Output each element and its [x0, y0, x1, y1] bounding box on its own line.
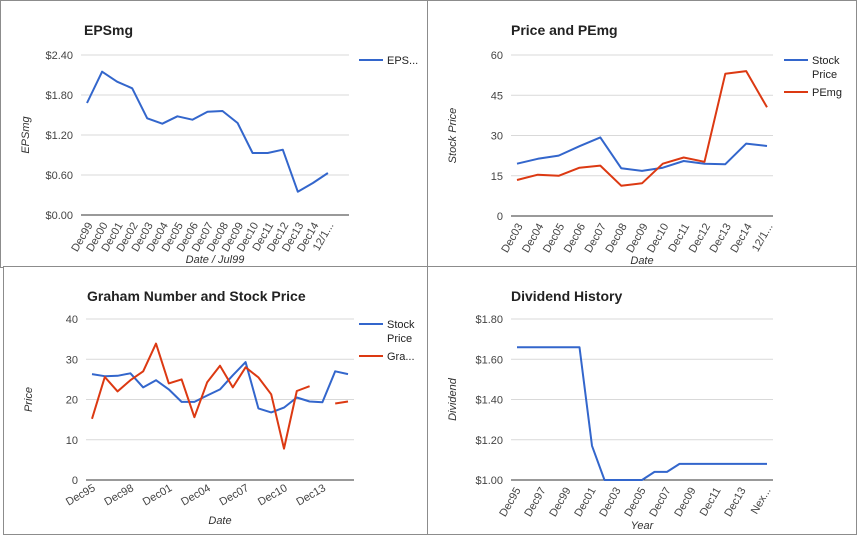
x-tick-label: 12/1...: [750, 222, 776, 254]
series-line-1: [516, 70, 768, 187]
x-tick-label: Dec97: [522, 486, 548, 520]
price-pemg-chart-panel: Price and PEmg 0 15 30 45 60 Dec03 Dec04 Dec05 De…: [427, 0, 857, 268]
y-tick-label: 30: [66, 354, 78, 366]
chart-svg-3: Dividend History $1.00 $1.20 $1.40 $1.60 $1.8…: [447, 288, 774, 532]
legend-label: Stock: [812, 55, 840, 67]
y-tick-label: 30: [491, 131, 503, 143]
y-tick-label: 15: [491, 171, 503, 183]
y-tick-label: 45: [491, 90, 503, 102]
legend-label: EPS...: [387, 55, 418, 67]
legend-label: Price: [812, 69, 837, 81]
legend-label: Stock: [387, 319, 415, 331]
series-line-0: [86, 70, 329, 193]
x-tick-label: Dec09: [672, 486, 698, 520]
y-tick-label: $1.00: [475, 475, 503, 487]
y-tick-label: 40: [66, 314, 78, 326]
y-tick-label: $0.00: [45, 210, 73, 222]
x-tick-label: Dec98: [102, 482, 136, 508]
x-tick-label: Dec95: [497, 486, 523, 520]
dividend-history-chart-panel: Dividend History $1.00 $1.20 $1.40 $1.60 $1.8…: [427, 266, 857, 535]
chart-svg-2: Graham Number and Stock Price 0 10 20 30 40 De…: [23, 288, 415, 527]
x-tick-label: Dec11: [698, 486, 724, 519]
y-axis-label: Dividend: [447, 377, 459, 421]
y-tick-label: $2.40: [45, 50, 73, 62]
y-tick-label: 20: [66, 395, 78, 407]
x-tick-label: Dec07: [218, 482, 252, 508]
legend-label: Gra...: [387, 351, 415, 363]
epsmg-chart-panel: EPSmg $0.00 $0.60 $1.20 $1.80 $2.40 Dec99 Dec00…: [0, 0, 429, 268]
y-tick-label: $1.80: [475, 314, 503, 326]
y-axis-label: Stock Price: [447, 108, 459, 164]
series-line-0: [517, 346, 767, 481]
legend-label: Price: [387, 333, 412, 345]
chart-svg-1: Price and PEmg015304560Dec03Dec04Dec05De…: [447, 22, 842, 267]
y-tick-label: $1.20: [475, 435, 503, 447]
x-tick-label: Dec13: [294, 482, 328, 508]
y-tick-label: $1.60: [475, 354, 503, 366]
x-tick-label: Dec04: [179, 482, 213, 508]
chart-title: EPSmg: [84, 22, 133, 38]
y-axis-label: Price: [23, 387, 35, 412]
chart-title: Price and PEmg: [511, 22, 618, 38]
x-tick-label: Dec07: [647, 486, 673, 520]
x-tick-label: Dec10: [256, 482, 290, 508]
x-tick-label: Dec95: [64, 482, 98, 508]
x-tick-label: Dec14: [728, 222, 754, 256]
x-tick-label: Dec99: [547, 486, 573, 520]
y-tick-label: $1.20: [45, 130, 73, 142]
y-tick-label: 60: [491, 50, 503, 62]
y-tick-label: $0.60: [45, 170, 73, 182]
chart-title: Graham Number and Stock Price: [87, 288, 306, 304]
y-tick-label: 0: [72, 475, 78, 487]
y-tick-label: 0: [497, 211, 503, 223]
x-tick-label: Dec13: [722, 486, 748, 520]
y-tick-label: $1.80: [45, 90, 73, 102]
x-tick-label: Nex...: [749, 486, 774, 517]
x-tick-label: Dec01: [572, 486, 598, 520]
x-tick-label: Dec01: [141, 482, 175, 508]
x-tick-label: Dec03: [597, 486, 623, 520]
legend-label: PEmg: [812, 87, 842, 99]
y-tick-label: 10: [66, 435, 78, 447]
chart-svg-0: EPSmg$0.00$0.60$1.20$1.80$2.40Dec99Dec00…: [20, 22, 418, 266]
x-axis-label: Date: [630, 255, 653, 267]
x-tick-label: Dec05: [622, 486, 648, 520]
x-axis-label: Date: [208, 515, 231, 527]
x-axis-label: Year: [631, 520, 655, 532]
x-axis-label: Date / Jul99: [186, 254, 245, 266]
y-axis-label: EPSmg: [20, 115, 32, 153]
series-line-0: [516, 136, 768, 172]
series-line-1: [91, 342, 349, 450]
chart-title: Dividend History: [511, 288, 622, 304]
y-tick-label: $1.40: [475, 395, 503, 407]
graham-number-chart-panel: Graham Number and Stock Price 0 10 20 30 40 De…: [3, 266, 429, 535]
